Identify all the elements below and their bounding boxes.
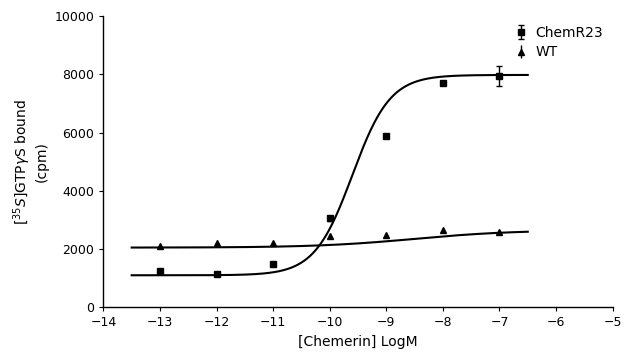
Legend: ChemR23, WT: ChemR23, WT <box>511 23 606 62</box>
Y-axis label: $[^{35}S]$GTP$\gamma$S bound
(cpm): $[^{35}S]$GTP$\gamma$S bound (cpm) <box>11 99 49 225</box>
X-axis label: [Chemerin] LogM: [Chemerin] LogM <box>298 335 418 349</box>
